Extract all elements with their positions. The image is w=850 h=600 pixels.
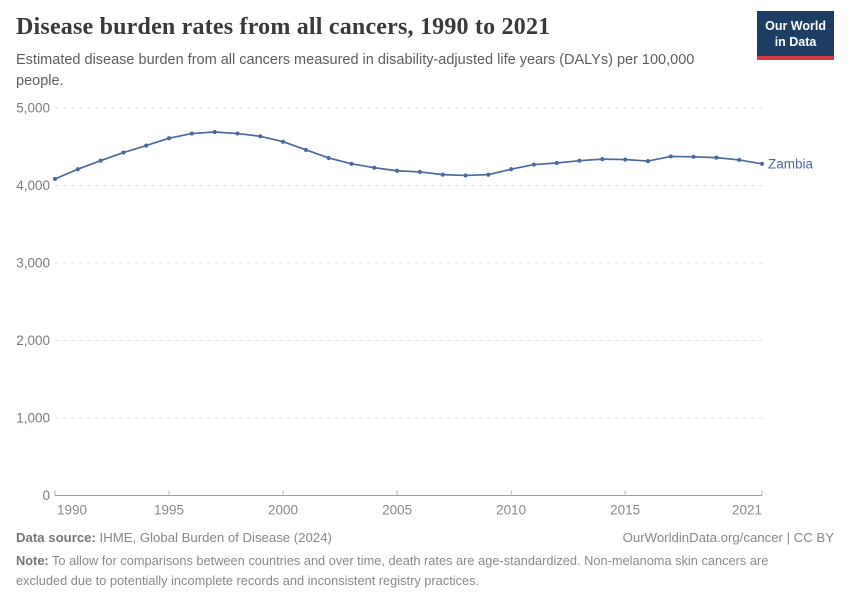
data-source-text: IHME, Global Burden of Disease (2024)	[95, 530, 332, 545]
data-point-zambia-2004[interactable]	[372, 165, 377, 170]
zambia-series-label[interactable]: Zambia	[768, 156, 814, 171]
y-tick-label-1000: 1,000	[16, 411, 50, 426]
y-tick-label-3000: 3,000	[16, 256, 50, 271]
owid-logo: Our World in Data	[757, 11, 834, 60]
note-text: To allow for comparisons between countri…	[16, 553, 769, 588]
data-point-zambia-1993[interactable]	[121, 150, 126, 155]
cancer-daly-line-chart[interactable]: 0 1,000 2,000 3,000 4,000 5,000 1990 1995 2000 20…	[0, 0, 850, 530]
chart-header: Disease burden rates from all cancers, 1…	[16, 11, 834, 91]
y-tick-label-4000: 4,000	[16, 178, 50, 193]
zambia-line[interactable]	[54, 131, 763, 180]
chart-subtitle: Estimated disease burden from all cancer…	[16, 52, 695, 89]
x-tick-label-2021: 2021	[732, 503, 762, 518]
data-point-zambia-2016[interactable]	[645, 158, 651, 164]
data-point-zambia-2007[interactable]	[440, 172, 445, 177]
x-tick-label-1995: 1995	[154, 503, 184, 518]
x-tick-label-2005: 2005	[382, 503, 412, 518]
data-point-zambia-1992[interactable]	[98, 158, 103, 163]
data-source: Data source: IHME, Global Burden of Dise…	[16, 529, 332, 547]
data-point-zambia-2005[interactable]	[394, 168, 400, 173]
data-point-zambia-2017[interactable]	[668, 154, 673, 159]
chart-footer: Data source: IHME, Global Burden of Dise…	[16, 529, 834, 590]
data-point-zambia-2000[interactable]	[280, 139, 286, 144]
note-label: Note:	[16, 553, 49, 569]
data-point-zambia-2001[interactable]	[303, 147, 308, 152]
attribution-link[interactable]: OurWorldinData.org/cancer | CC BY	[622, 530, 834, 545]
data-point-zambia-2009[interactable]	[486, 172, 491, 177]
x-tick-label-1990: 1990	[57, 503, 87, 518]
x-tick-label-2010: 2010	[496, 503, 526, 518]
data-point-zambia-1996[interactable]	[189, 131, 194, 136]
owid-logo-line2: in Data	[774, 35, 817, 50]
data-point-zambia-1997[interactable]	[212, 129, 217, 135]
data-point-zambia-1998[interactable]	[235, 131, 240, 136]
y-tick-label-2000: 2,000	[16, 333, 50, 348]
x-tick-label-2000: 2000	[268, 503, 298, 518]
data-point-zambia-2014[interactable]	[600, 157, 605, 162]
data-point-zambia-2002[interactable]	[326, 155, 331, 161]
chart-note: Note: To allow for comparisons between c…	[16, 551, 776, 589]
data-point-zambia-1990[interactable]	[52, 176, 58, 182]
data-point-zambia-2006[interactable]	[417, 169, 423, 175]
y-tick-label-0: 0	[42, 488, 50, 503]
data-point-zambia-2015[interactable]	[623, 157, 628, 162]
data-point-zambia-2011[interactable]	[531, 162, 537, 167]
data-source-label: Data source:	[16, 530, 96, 545]
chart-title: Disease burden rates from all cancers, 1…	[16, 14, 551, 40]
data-point-zambia-2021[interactable]	[759, 161, 765, 166]
y-tick-label-5000: 5,000	[16, 101, 50, 116]
data-point-zambia-1995[interactable]	[166, 136, 172, 141]
data-point-zambia-2003[interactable]	[349, 161, 354, 166]
data-point-zambia-2010[interactable]	[509, 167, 514, 172]
data-point-zambia-2018[interactable]	[691, 154, 696, 159]
data-point-zambia-2013[interactable]	[577, 158, 582, 163]
data-point-zambia-2019[interactable]	[714, 155, 719, 160]
data-point-zambia-1999[interactable]	[258, 134, 263, 139]
x-tick-label-2015: 2015	[610, 503, 640, 518]
data-point-zambia-2020[interactable]	[737, 157, 742, 163]
owid-logo-line1: Our World	[765, 19, 826, 33]
data-point-zambia-2012[interactable]	[554, 160, 559, 166]
data-point-zambia-1994[interactable]	[144, 143, 149, 148]
data-point-zambia-2008[interactable]	[463, 173, 468, 178]
data-point-zambia-1991[interactable]	[75, 167, 80, 172]
